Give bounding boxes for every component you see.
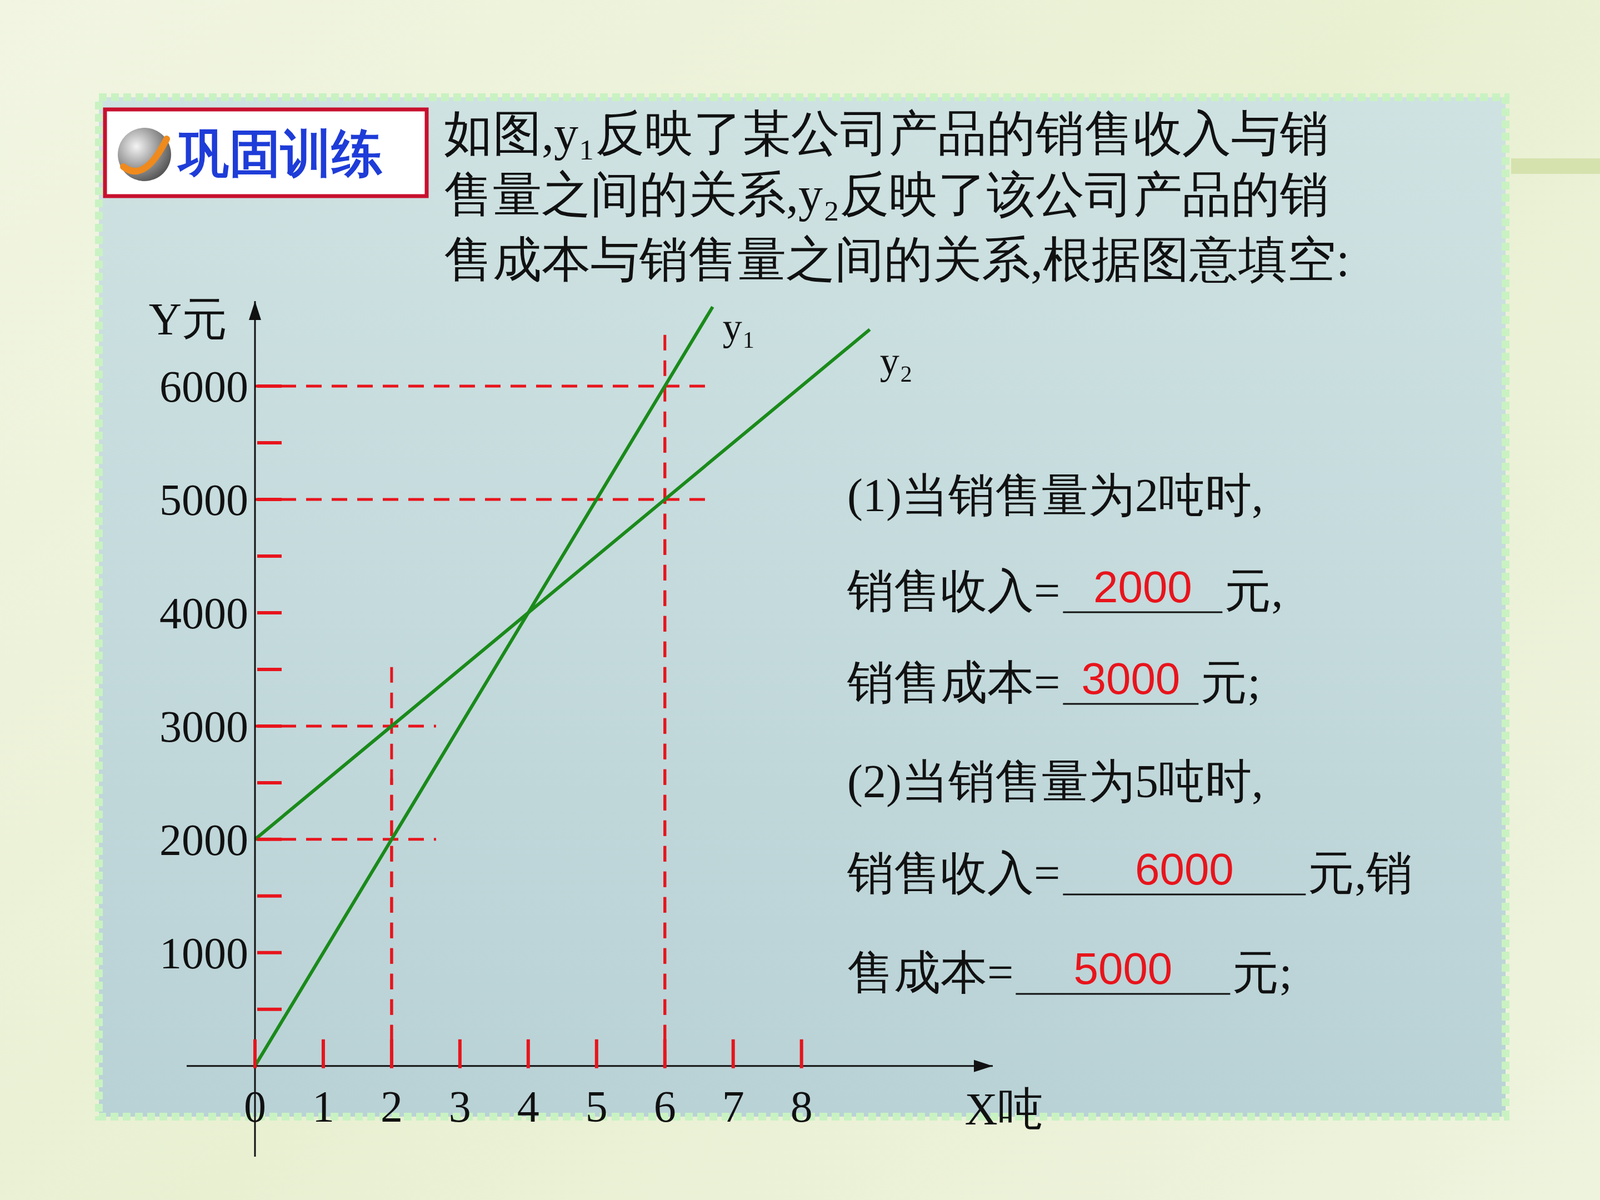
x-axis — [186, 1065, 993, 1067]
answer: 6000 — [1135, 844, 1234, 894]
y-minor-tick — [257, 441, 282, 445]
panel — [98, 97, 1506, 1117]
deco-bar — [1511, 158, 1600, 174]
series-line — [255, 306, 713, 1067]
guide-horizontal — [255, 497, 710, 501]
problem-line: 售成本与销售量之间的关系,根据图意填空: — [443, 232, 1350, 287]
question-prefix: 销售成本= — [846, 656, 1060, 709]
x-tick-label: 7 — [722, 1082, 745, 1132]
x-tick-label: 5 — [585, 1082, 608, 1132]
x-axis-title: X吨 — [964, 1083, 1043, 1135]
x-tick — [253, 1039, 257, 1069]
y-tick-label: 2000 — [159, 815, 249, 865]
x-tick — [800, 1039, 804, 1069]
series-label: y₁ — [722, 305, 756, 349]
question-text: (2)当销售量为5吨时, — [847, 755, 1264, 808]
x-tick — [526, 1039, 530, 1069]
x-tick — [731, 1039, 735, 1069]
answer: 5000 — [1073, 943, 1173, 994]
problem-line: 售量之间的关系,y₂反映了该公司产品的销 — [443, 167, 1329, 222]
y-tick — [257, 611, 282, 615]
y-tick — [257, 497, 282, 502]
guide-horizontal — [255, 724, 437, 728]
x-tick-label: 8 — [790, 1082, 813, 1132]
answer: 3000 — [1081, 653, 1180, 704]
x-tick-label: 1 — [312, 1082, 335, 1132]
guide-horizontal — [255, 837, 437, 841]
y-minor-tick — [257, 667, 282, 672]
x-tick — [390, 1039, 394, 1069]
question-suffix: 元, — [1224, 565, 1283, 617]
x-tick — [595, 1039, 599, 1069]
series-line — [255, 329, 870, 840]
y-tick — [257, 837, 282, 842]
y-tick — [257, 724, 282, 728]
y-tick-label: 3000 — [159, 702, 249, 752]
x-tick — [321, 1039, 325, 1069]
y-minor-tick — [257, 554, 282, 558]
badge-text: 巩固训练 — [176, 125, 383, 182]
slide: 巩固训练 如图,y₁反映了某公司产品的销售收入与销售量之间的关系,y₂反映了该公司… — [0, 0, 1600, 1200]
question-suffix: 元; — [1200, 656, 1260, 709]
x-tick — [663, 1039, 667, 1069]
badge-box — [105, 109, 427, 197]
question-prefix: 销售收入= — [846, 565, 1060, 617]
question-prefix: 销售收入= — [846, 847, 1060, 899]
x-axis-arrow — [973, 1060, 993, 1073]
x-tick-label: 2 — [380, 1082, 403, 1132]
y-minor-tick — [257, 781, 282, 785]
question-text: (1)当销售量为2吨时, — [847, 469, 1264, 522]
question-suffix: 元,销 — [1307, 847, 1413, 899]
y-tick — [257, 951, 282, 955]
y-axis — [253, 301, 256, 1157]
badge-icon-swoosh — [123, 138, 167, 172]
y-tick-label: 6000 — [159, 362, 249, 412]
answer: 2000 — [1093, 562, 1193, 612]
question-suffix: 元; — [1232, 946, 1292, 999]
x-tick-label: 6 — [653, 1082, 677, 1132]
y-minor-tick — [257, 894, 282, 898]
y-minor-tick — [257, 1007, 282, 1012]
x-tick-label: 0 — [243, 1082, 267, 1132]
x-tick-label: 4 — [517, 1082, 540, 1132]
y-tick-label: 4000 — [159, 588, 249, 638]
y-tick-label: 1000 — [159, 928, 249, 978]
problem-line: 如图,y₁反映了某公司产品的销售收入与销 — [443, 106, 1329, 161]
series-label: y₂ — [880, 339, 913, 383]
y-axis-title: Y元 — [148, 293, 228, 345]
plot-group — [255, 306, 870, 1067]
y-tick-label: 5000 — [159, 475, 249, 525]
badge-icon — [117, 127, 172, 182]
x-tick-label: 3 — [448, 1082, 472, 1132]
guide-vertical — [663, 325, 667, 1067]
question-prefix: 售成本= — [847, 946, 1014, 999]
guide-horizontal — [255, 384, 710, 388]
x-tick — [458, 1039, 462, 1069]
y-axis-arrow — [248, 301, 262, 320]
y-tick — [257, 384, 282, 388]
